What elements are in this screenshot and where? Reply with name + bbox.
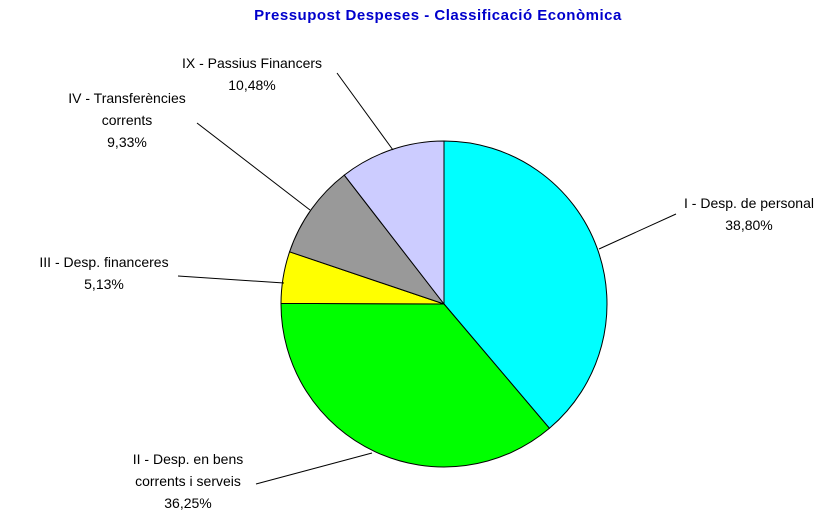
slice-name-label-2-line-2: corrents i serveis xyxy=(135,473,241,489)
slice-value-label-4: 9,33% xyxy=(107,134,147,150)
leader-line-3 xyxy=(177,275,285,284)
pie-slice-4 xyxy=(288,174,446,306)
slice-name-label-2-line-1: II - Desp. en bens xyxy=(133,451,244,467)
slice-name-label-1-line-1: I - Desp. de personal xyxy=(684,195,814,211)
slice-value-label-5: 10,48% xyxy=(228,77,275,93)
leader-line-1 xyxy=(598,213,677,250)
slice-labels: I - Desp. de personal 38,80% II - Desp. en… xyxy=(39,55,814,511)
slice-name-label-4-line-1: IV - Transferències xyxy=(68,90,186,106)
slice-value-label-1: 38,80% xyxy=(725,217,772,233)
pie-slice-5 xyxy=(343,140,445,306)
slice-name-label-3-line-1: III - Desp. financeres xyxy=(39,254,168,270)
slice-value-label-2: 36,25% xyxy=(164,495,211,511)
chart-title: Pressupost Despeses - Classificació Econ… xyxy=(254,7,622,24)
leader-line-2 xyxy=(255,452,373,485)
slice-name-label-4-line-2: corrents xyxy=(102,112,153,128)
leader-lines xyxy=(177,72,677,485)
pie-slice-2 xyxy=(280,302,551,468)
slice-name-label-5-line-1: IX - Passius Financers xyxy=(182,55,322,71)
slice-value-label-3: 5,13% xyxy=(84,276,124,292)
pie-slice-1 xyxy=(443,140,608,430)
leader-line-4 xyxy=(196,122,311,211)
leader-line-5 xyxy=(336,72,394,151)
pie-slices xyxy=(280,140,608,468)
